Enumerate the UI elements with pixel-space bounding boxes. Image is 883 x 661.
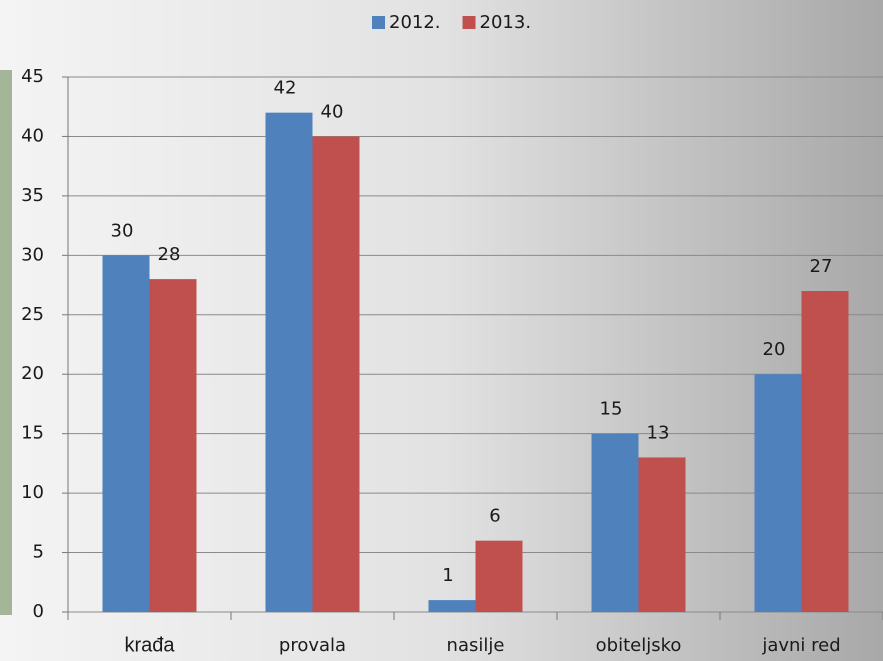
y-tick-label: 30: [21, 244, 44, 265]
bar: [754, 374, 802, 612]
y-tick-label: 35: [21, 185, 44, 206]
legend-label: 2013.: [480, 12, 532, 33]
bar: [312, 136, 360, 612]
x-tick-label: nasilje: [447, 635, 505, 656]
value-label: 30: [111, 220, 134, 241]
value-label: 28: [158, 244, 181, 265]
value-label: 6: [489, 506, 500, 527]
bar: [428, 600, 476, 612]
bar: [102, 255, 150, 613]
bar: [475, 540, 523, 612]
x-tick-label: krađa: [124, 634, 175, 656]
x-tick-label: obiteljsko: [596, 635, 682, 656]
x-tick-label: provala: [279, 635, 346, 656]
bar: [591, 433, 639, 612]
value-label: 13: [647, 422, 670, 443]
y-tick-label: 5: [33, 542, 44, 563]
y-tick-label: 20: [21, 363, 44, 384]
legend-swatch: [462, 16, 476, 29]
bar: [149, 279, 197, 612]
y-tick-label: 45: [21, 66, 44, 87]
legend-swatch: [372, 16, 385, 29]
value-label: 1: [442, 565, 453, 586]
value-label: 15: [600, 399, 623, 420]
y-tick-label: 10: [21, 482, 44, 503]
y-tick-label: 15: [21, 423, 44, 444]
y-tick-label: 25: [21, 304, 44, 325]
x-tick-label: javni red: [761, 635, 840, 656]
bar: [265, 112, 313, 613]
y-tick-label: 40: [21, 125, 44, 146]
value-label: 42: [274, 78, 297, 99]
legend-label: 2012.: [389, 12, 441, 33]
y-tick-label: 0: [33, 601, 44, 622]
bar: [801, 291, 849, 612]
bar: [638, 457, 686, 612]
photo-edge: [0, 70, 12, 615]
value-label: 40: [321, 101, 344, 122]
value-label: 27: [810, 256, 833, 277]
value-label: 20: [763, 339, 786, 360]
